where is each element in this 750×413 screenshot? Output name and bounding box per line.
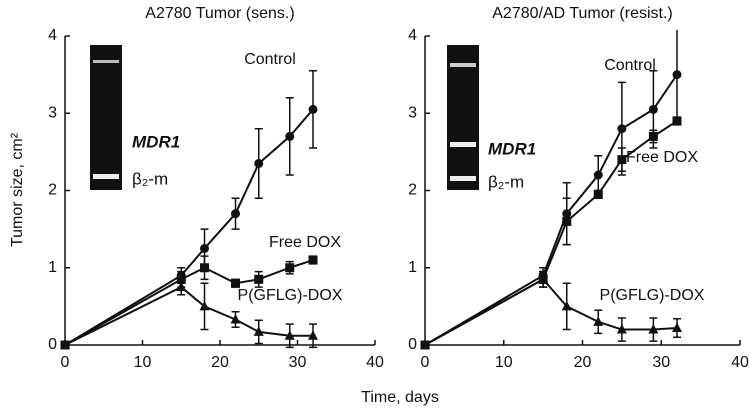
marker — [231, 278, 240, 288]
marker — [199, 300, 210, 311]
marker — [231, 209, 240, 219]
marker — [200, 263, 209, 273]
x-tick-label: 40 — [366, 354, 384, 371]
marker — [285, 131, 295, 141]
x-tick-label: 40 — [731, 354, 749, 371]
inset-label: MDR1 — [488, 139, 536, 158]
marker — [253, 326, 264, 336]
marker — [60, 339, 70, 349]
marker — [672, 116, 682, 126]
gel-inset — [447, 45, 479, 190]
x-tick-label: 0 — [421, 354, 430, 371]
marker — [562, 216, 572, 226]
marker — [308, 330, 318, 340]
marker — [538, 273, 549, 284]
x-tick-label: 30 — [289, 354, 307, 371]
series-label: P(GFLG)-DOX — [238, 287, 343, 304]
x-tick-label: 30 — [652, 354, 670, 371]
marker — [648, 131, 658, 141]
series-label: P(GFLG)-DOX — [600, 287, 705, 304]
marker — [254, 274, 264, 284]
x-tick-label: 20 — [574, 354, 592, 371]
marker — [254, 158, 264, 168]
marker — [285, 263, 295, 273]
chart-title: A2780 Tumor (sens.) — [145, 5, 294, 22]
y-tick-label: 2 — [408, 182, 417, 199]
marker — [593, 189, 603, 199]
marker — [176, 281, 187, 292]
marker — [420, 339, 430, 349]
inset-label: MDR1 — [132, 132, 180, 151]
y-tick-label: 4 — [408, 27, 417, 44]
x-tick-label: 0 — [61, 354, 70, 371]
chart-title: A2780/AD Tumor (resist.) — [492, 5, 673, 22]
x-tick-label: 20 — [211, 354, 229, 371]
marker — [672, 70, 682, 80]
series-label: Free DOX — [269, 234, 341, 251]
marker — [648, 104, 658, 114]
x-tick-label: 10 — [134, 354, 152, 371]
y-tick-label: 3 — [48, 104, 57, 121]
marker — [617, 124, 627, 134]
marker — [672, 322, 682, 333]
x-axis-label: Time, days — [361, 389, 439, 406]
marker — [308, 255, 318, 265]
y-tick-label: 1 — [408, 259, 417, 276]
y-tick-label: 0 — [408, 336, 417, 353]
marker — [561, 300, 572, 311]
inset-label: β₂-m — [488, 172, 524, 191]
plot-area — [60, 70, 318, 350]
marker — [617, 155, 627, 165]
inset-label: β₂-m — [132, 169, 168, 188]
marker — [230, 314, 241, 324]
series-label: Control — [244, 51, 296, 68]
marker — [593, 170, 603, 180]
marker — [308, 104, 318, 114]
y-axis-label: Tumor size, cm² — [9, 132, 26, 247]
y-tick-label: 4 — [48, 27, 57, 44]
gel-inset — [90, 45, 122, 190]
series-label: Free DOX — [626, 149, 698, 166]
y-tick-label: 1 — [48, 259, 57, 276]
marker — [284, 330, 295, 340]
marker — [648, 324, 659, 334]
x-tick-label: 10 — [495, 354, 513, 371]
y-tick-label: 0 — [48, 336, 57, 353]
plot-area — [420, 30, 682, 350]
marker — [593, 316, 604, 326]
series-label: Control — [604, 57, 656, 74]
y-tick-label: 2 — [48, 182, 57, 199]
marker — [616, 324, 627, 334]
y-tick-label: 3 — [408, 104, 417, 121]
marker — [200, 243, 209, 253]
